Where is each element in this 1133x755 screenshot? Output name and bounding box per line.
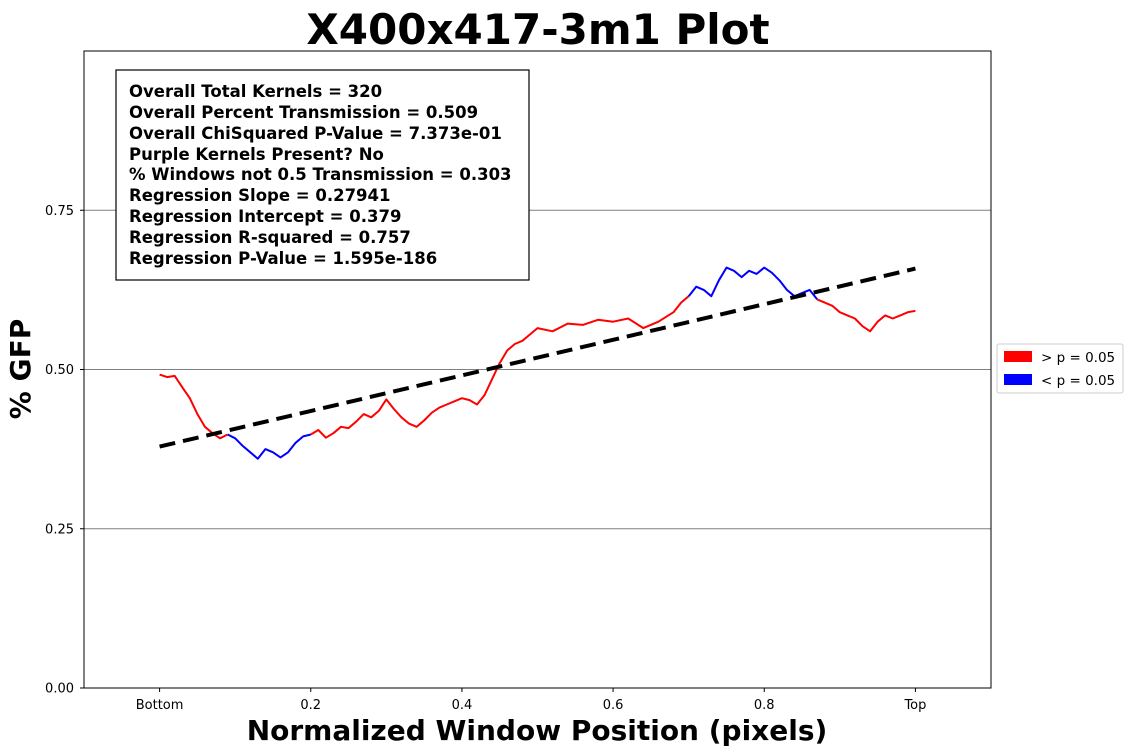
x-axis-label: Normalized Window Position (pixels) xyxy=(247,714,828,747)
x-tick-label: 0.6 xyxy=(603,698,624,713)
stat-percent-transmission: Overall Percent Transmission = 0.509 xyxy=(129,103,478,122)
x-tick-label: 0.8 xyxy=(754,698,775,713)
y-tick-label: 0.75 xyxy=(45,204,74,219)
series-line-segment xyxy=(816,298,916,333)
series-line-segment xyxy=(159,373,229,440)
stat-purple-kernels: Purple Kernels Present? No xyxy=(129,145,384,164)
x-tick-label: Bottom xyxy=(136,698,184,713)
x-tick-label: Top xyxy=(903,698,926,713)
x-tick-label: 0.4 xyxy=(452,698,473,713)
stat-regression-intercept: Regression Intercept = 0.379 xyxy=(129,207,401,226)
legend-label-blue: < p = 0.05 xyxy=(1041,373,1115,389)
stats-box-frame xyxy=(115,69,530,281)
y-axis-ticks: 0.00 0.25 0.50 0.75 xyxy=(45,204,84,697)
legend-swatch-red xyxy=(1004,351,1032,362)
regression-layer xyxy=(159,266,916,449)
y-tick-label: 0.25 xyxy=(45,522,74,537)
chart-title: X400x417-3m1 Plot xyxy=(306,5,769,54)
regression-line xyxy=(159,266,916,449)
series-line-segment xyxy=(227,433,312,460)
y-axis-label: % GFP xyxy=(4,319,37,419)
stat-regression-rsquared: Regression R-squared = 0.757 xyxy=(129,228,411,247)
legend-swatch-blue xyxy=(1004,374,1032,385)
stats-box: Overall Total Kernels = 320 Overall Perc… xyxy=(115,69,530,281)
x-tick-label: 0.2 xyxy=(300,698,321,713)
stat-chisquared-pvalue: Overall ChiSquared P-Value = 7.373e-01 xyxy=(129,124,502,143)
stat-total-kernels: Overall Total Kernels = 320 xyxy=(129,82,382,101)
x-axis-ticks: Bottom 0.2 0.4 0.6 0.8 Top xyxy=(136,688,926,713)
y-tick-label: 0.00 xyxy=(45,682,74,697)
stat-regression-slope: Regression Slope = 0.27941 xyxy=(129,186,391,205)
series-line-segment xyxy=(310,295,690,439)
stat-windows-not-half: % Windows not 0.5 Transmission = 0.303 xyxy=(129,165,512,184)
legend-label-red: > p = 0.05 xyxy=(1041,350,1115,366)
series-layer xyxy=(159,266,916,460)
y-tick-label: 0.50 xyxy=(45,363,74,378)
stat-regression-pvalue: Regression P-Value = 1.595e-186 xyxy=(129,249,437,268)
legend: > p = 0.05 < p = 0.05 xyxy=(996,343,1124,394)
